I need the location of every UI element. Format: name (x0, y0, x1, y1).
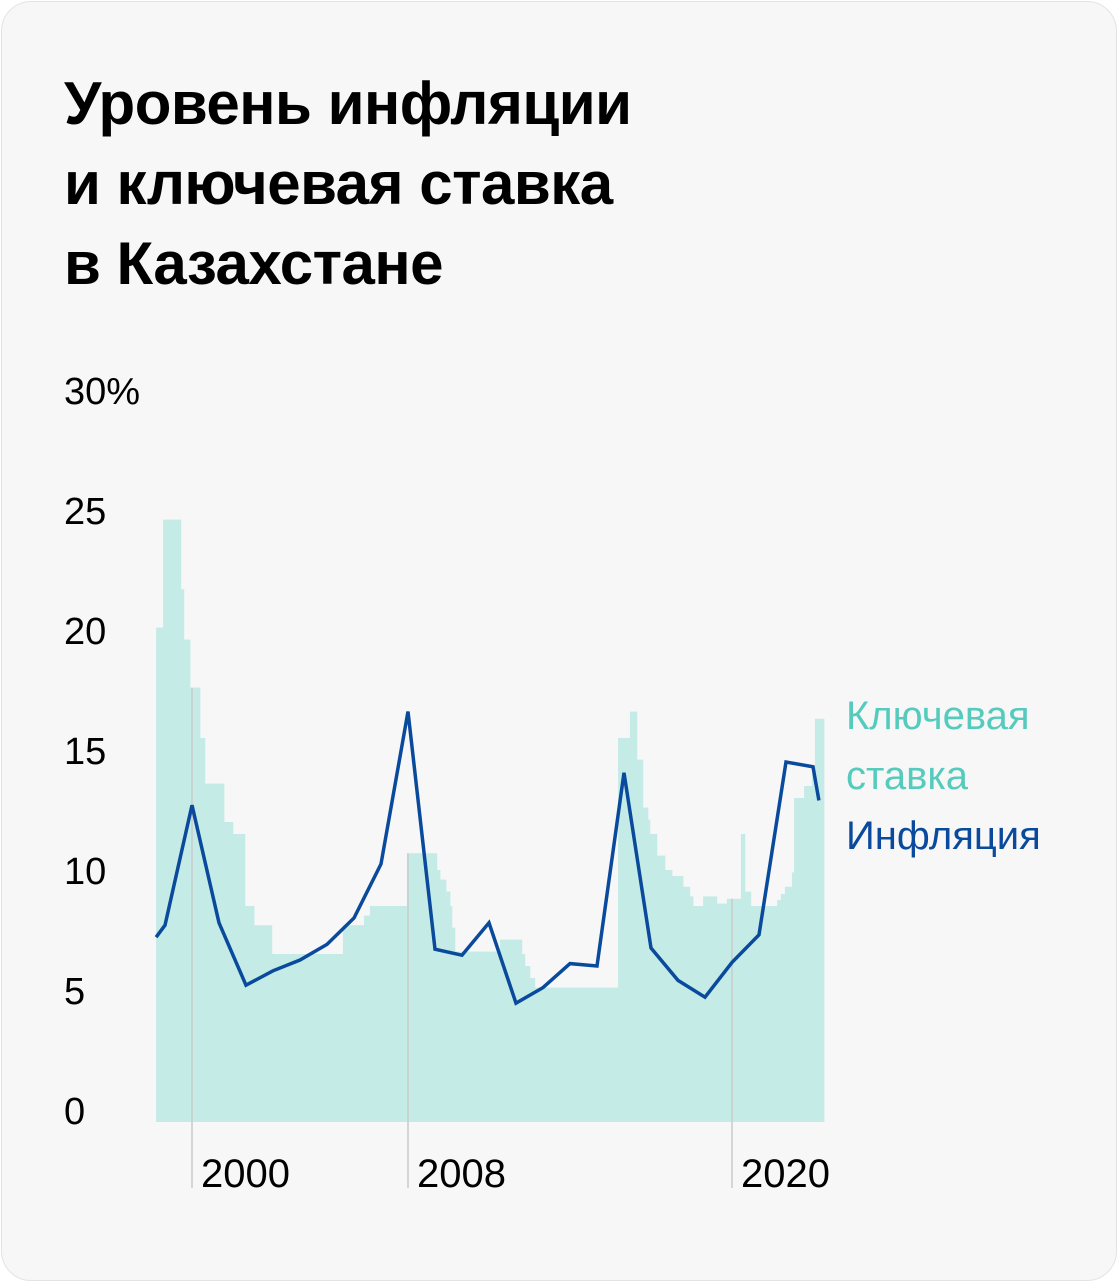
key-rate-bar (363, 915, 371, 1122)
legend-key-rate-line: ставка (846, 754, 968, 798)
key-rate-bar (244, 906, 255, 1122)
key-rate-bar (665, 870, 673, 1122)
key-rate-bar (672, 876, 684, 1122)
key-rate-bar (784, 886, 793, 1122)
chart-title-line: Уровень инфляции (64, 70, 632, 137)
key-rate-bar (693, 906, 704, 1122)
key-rate-bar (233, 834, 246, 1122)
key-rate-bar (369, 906, 408, 1122)
key-rate-bar (440, 879, 447, 1122)
key-rate-bar (649, 834, 658, 1122)
key-rate-bar (450, 906, 453, 1122)
key-rate-bar (454, 951, 501, 1122)
key-rate-bar (342, 925, 365, 1122)
key-rate-bar (524, 966, 531, 1122)
key-rate-bar (780, 894, 786, 1122)
chart-title-line: и ключевая ставка (64, 150, 613, 217)
key-rate-bar (452, 927, 456, 1122)
y-tick-label: 25 (64, 491, 106, 533)
key-rate-bar (156, 627, 164, 1122)
y-tick-label: 15 (64, 731, 106, 773)
y-tick-label: 10 (64, 851, 106, 893)
key-rate-bar (200, 738, 206, 1122)
x-tick-label: 2020 (741, 1152, 830, 1196)
key-rate-bar (726, 898, 742, 1122)
x-tick-label: 2008 (417, 1152, 506, 1196)
chart-title: Уровень инфляции и ключевая ставка в Каз… (64, 64, 632, 304)
key-rate-bar (636, 759, 644, 1122)
key-rate-bar (777, 900, 782, 1122)
key-rate-bar (689, 896, 694, 1122)
key-rate-bar (618, 738, 631, 1122)
key-rate-bar (331, 954, 344, 1122)
key-rate-bar (436, 870, 441, 1122)
key-rate-bar (534, 987, 619, 1122)
key-rate-bar (683, 886, 691, 1122)
key-rate-bar (271, 954, 332, 1122)
key-rate-bar (163, 519, 182, 1122)
y-tick-label: 0 (64, 1091, 85, 1133)
legend-inflation: Инфляция (846, 814, 1041, 858)
key-rate-bar (406, 853, 438, 1122)
key-rate-bar (254, 925, 273, 1122)
key-rate-bar (716, 903, 728, 1122)
key-rate-bar (642, 807, 649, 1122)
key-rate-bar (656, 855, 666, 1122)
key-rate-bar (204, 783, 225, 1122)
key-rate-bar (629, 711, 638, 1122)
key-rate-bar (804, 786, 813, 1122)
key-rate-bar (530, 978, 536, 1122)
legend-key-rate-line: Ключевая (846, 694, 1030, 738)
key-rate-bar (814, 718, 825, 1122)
key-rate-bar (744, 891, 752, 1122)
key-rate-bar (183, 639, 191, 1122)
y-tick-label: 5 (64, 971, 85, 1013)
key-rate-bar (791, 872, 795, 1122)
y-tick-label: 20 (64, 611, 106, 653)
key-rate-bar (750, 906, 778, 1122)
key-rate-bar (811, 774, 816, 1122)
chart-title-line: в Казахстане (64, 230, 444, 297)
key-rate-bar (500, 939, 523, 1122)
x-tick-label: 2000 (201, 1152, 290, 1196)
key-rate-bar (190, 687, 201, 1122)
legend-key-rate: Ключевая ставка (846, 686, 1041, 806)
key-rate-bar (703, 896, 718, 1122)
key-rate-bar (740, 834, 746, 1122)
key-rate-bar (180, 589, 185, 1122)
chart-legend: Ключевая ставка Инфляция (846, 686, 1041, 866)
key-rate-bar (794, 798, 805, 1122)
key-rate-bar (648, 819, 651, 1122)
key-rate-bar (446, 891, 451, 1122)
y-tick-label: 30% (64, 371, 140, 413)
key-rate-bar (224, 822, 234, 1122)
key-rate-bar (521, 954, 526, 1122)
